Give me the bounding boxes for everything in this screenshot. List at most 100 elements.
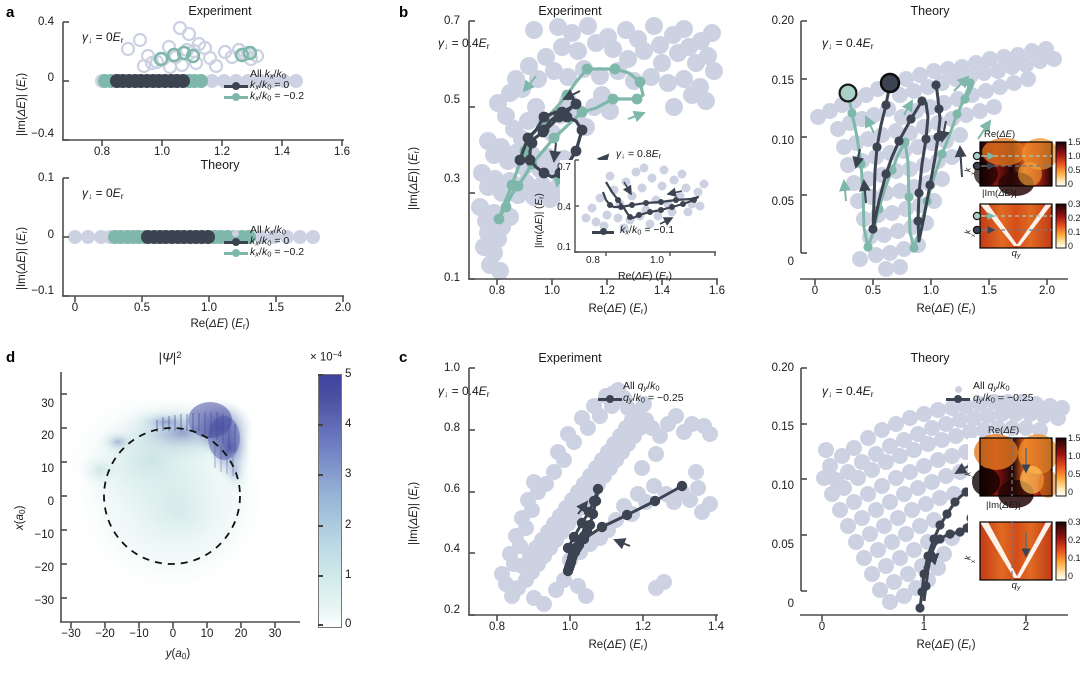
panel-c-exp-xtick-0: 0.8 (489, 621, 505, 633)
panel-d-xtick-6: 30 (268, 628, 282, 640)
panel-b-inset-xtick-0: 0.8 (586, 255, 600, 266)
panel-b-exp-plot (468, 17, 723, 285)
panel-a-top-plot (62, 20, 344, 146)
panel-c-inset1-cbtick-3: 0 (1068, 487, 1074, 497)
panel-d-colorbar-exponent: × 10−4 (310, 350, 343, 364)
panel-c-exp-xtick-3: 1.4 (708, 621, 724, 633)
panel-b-exp-inset: γ↓ = 0.8Er 0.7 0.4 0.1 |Im(ΔE)| (Er) (534, 148, 720, 283)
panel-b-inset-ytick-1: 0.4 (557, 202, 571, 213)
panel-label-c: c (399, 349, 408, 366)
panel-d-svg (60, 372, 300, 628)
panel-b-exp-xtick-0: 0.8 (489, 285, 505, 297)
panel-b-exp-ytick-3: 0.1 (444, 272, 460, 284)
b-inset-scatter (581, 163, 709, 233)
panel-b-exp-xtick-1: 1.0 (544, 285, 560, 297)
panel-d-title: |Ψ|2 (158, 350, 182, 365)
panel-a-bottom-legend-label-teal: kx/k0 = −0.2 (250, 246, 305, 259)
panel-b-inset-xtick-1: 1.0 (650, 255, 664, 266)
panel-b-inset2-title: |Im(ΔE)| (982, 188, 1017, 199)
panel-b-inset-ytick-0: 0.7 (557, 162, 571, 173)
c-th-series-dark (915, 462, 993, 613)
panel-b-exp-annotation: γ↓ = 0.4Er (438, 36, 490, 51)
panel-b-th-ytick-2: 0.10 (771, 135, 794, 147)
panel-b-inset2-xlabel: qy (1011, 248, 1021, 260)
panel-d-density-field (64, 392, 268, 592)
panel-c-th-ytick-3: 0.05 (771, 539, 794, 551)
panel-b-inset-ylabel: |Im(ΔE)| (Er) (534, 193, 546, 248)
panel-a-bottom-legend-dot-all (232, 230, 239, 237)
panel-d-xtick-5: 20 (234, 628, 248, 640)
panel-c-inset2-cbtick-3: 0 (1068, 571, 1074, 581)
panel-c-th-ytick-0: 0.20 (771, 362, 794, 374)
panel-c-exp-legend-label-all: All qy/k0 (623, 380, 660, 393)
panel-c-th-legend-label-dark: qy/k0 = −0.25 (973, 392, 1034, 405)
svg-text:k: k (963, 555, 973, 560)
panel-c-exp-ytick-3: 0.4 (444, 543, 460, 555)
svg-text:x: x (971, 233, 977, 238)
panel-d-xtick-1: −20 (95, 628, 115, 640)
panel-b-inset-svg (574, 159, 716, 256)
panel-b-inset-ytick-2: 0.1 (557, 242, 571, 253)
c-exp-series-dark (562, 480, 688, 577)
panel-d-axes (60, 372, 300, 628)
c-th-axes (800, 367, 1068, 621)
panel-c-inset1-cbtick-1: 1.0 (1068, 451, 1080, 461)
panel-d-colorbar (318, 374, 342, 628)
b-th-teal-start-marker (838, 83, 858, 103)
panel-c-exp-ytick-0: 1.0 (444, 362, 460, 374)
panel-b-th-annotation: γ↓ = 0.4Er (822, 36, 874, 51)
panel-c-th-xtick-2: 2 (1022, 621, 1030, 633)
b-inset-axes (574, 159, 716, 256)
panel-d-cbtick-0: 5 (345, 368, 352, 380)
panel-b-inset1-cbtick-0: 1.5 (1068, 137, 1080, 147)
panel-a-top-xtick-3: 1.4 (274, 146, 290, 158)
panel-a-top-legend-label-teal: kx/k0 = −0.2 (250, 90, 305, 103)
panel-b-inset-legend-dot (600, 228, 607, 235)
panel-b-inset1-cbtick-1: 1.0 (1068, 151, 1080, 161)
panel-c-inset1-title: Re(ΔE) (988, 425, 1020, 436)
panel-d-ylabel: x(a0) (14, 505, 27, 530)
svg-text:k: k (963, 229, 973, 234)
panel-c-exp-xtick-1: 1.0 (562, 621, 578, 633)
panel-b-th-ytick-3: 0.05 (771, 196, 794, 208)
a-bottom-axes (62, 177, 344, 302)
b-inset-re-map (972, 138, 1067, 196)
panel-d-dashed-circle (103, 427, 241, 565)
svg-text:k: k (963, 167, 973, 172)
panel-a-bottom-plot (62, 177, 344, 302)
panel-c-th-legend-dot-all (955, 386, 962, 393)
panel-a-bottom-xtick-3: 1.5 (268, 302, 284, 314)
panel-d-xlabel: y(a0) (165, 648, 191, 661)
panel-b-exp-ytick-1: 0.5 (444, 94, 460, 106)
panel-b-th-xtick-0: 0 (811, 285, 819, 297)
b-th-axes (800, 20, 1068, 285)
panel-c-th-xtick-0: 0 (818, 621, 826, 633)
panel-a-bottom-xlabel: Re(ΔE) (Er) (190, 318, 250, 331)
panel-a-top-legend-dot-all (232, 74, 239, 81)
panel-b-inset-legend-label: kx/k0 = −0.1 (620, 224, 675, 237)
panel-c-exp-ytick-1: 0.8 (444, 422, 460, 434)
panel-a-top-legend-label-all: All kx/k0 (250, 68, 286, 81)
panel-d-xtick-3: 0 (169, 628, 177, 640)
panel-c-exp-title: Experiment (538, 351, 602, 365)
svg-text:k: k (963, 471, 973, 476)
panel-b-th-ytick-0: 0.20 (771, 15, 794, 27)
panel-c-exp-xtick-2: 1.2 (635, 621, 651, 633)
panel-b-inset-annotation: γ↓ = 0.8Er (616, 148, 662, 161)
panel-d-ytick-0: 30 (41, 398, 54, 410)
b-inset-series-dark (601, 181, 700, 226)
panel-label-a: a (6, 4, 15, 21)
a-top-series-dark (110, 74, 190, 88)
panel-a-bottom-ytick-2: −0.1 (31, 285, 54, 297)
b-inset-im-map (972, 203, 1067, 249)
panel-c-th-annotation: γ↓ = 0.4Er (822, 384, 874, 399)
panel-a-top-xtick-1: 1.0 (154, 146, 170, 158)
panel-c-th-legend-dot (954, 395, 962, 403)
panel-c-inset2-xlabel: qy (1011, 580, 1021, 592)
panel-b-exp-xtick-2: 1.2 (599, 285, 615, 297)
panel-c-th-insets: Re(ΔE) k x k x |Im(ΔE)| (963, 425, 1080, 608)
panel-c-th-ytick-4: 0 (787, 598, 794, 610)
panel-a-top-xtick-4: 1.6 (334, 146, 350, 158)
panel-b-th-xlabel: Re(ΔE) (Er) (916, 303, 976, 316)
panel-a-bottom-title: Theory (200, 158, 240, 172)
